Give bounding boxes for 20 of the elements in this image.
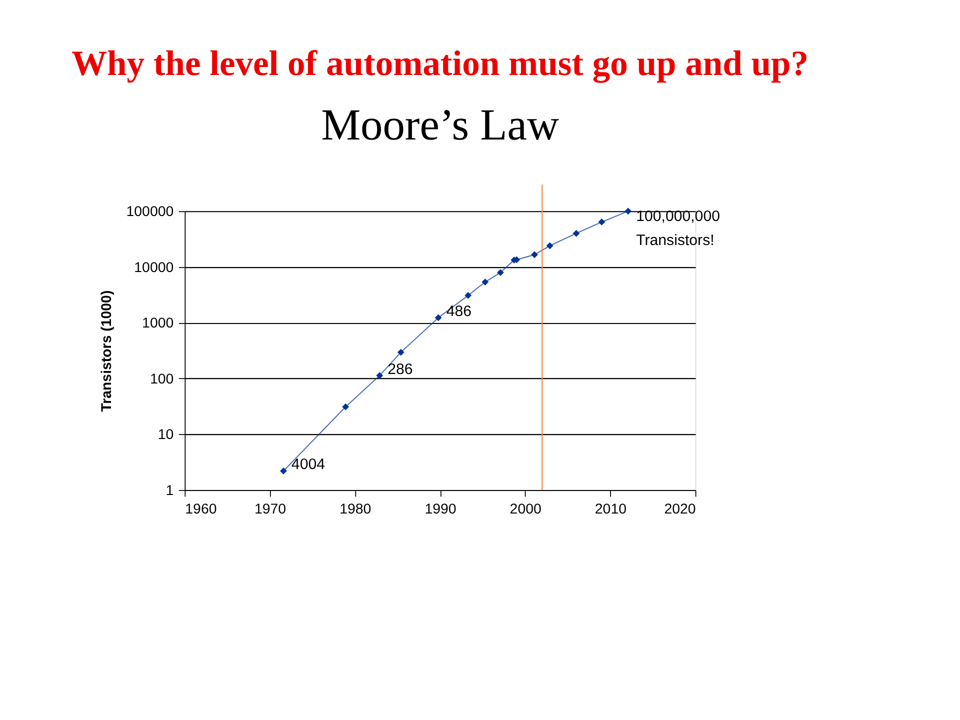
chart-subtitle: Moore’s Law	[321, 100, 560, 150]
annotation: 286	[388, 360, 413, 378]
y-tick-label: 100	[150, 371, 174, 388]
x-tick-label: 2010	[594, 502, 627, 518]
x-tick-label: 1960	[185, 502, 217, 518]
x-tick-label: 1980	[340, 502, 372, 518]
annotation: 486	[446, 302, 472, 320]
y-axis-title: Transistors (1000)	[99, 290, 116, 412]
x-tick-label: 2000	[510, 502, 542, 518]
annotation: 100,000,000 Transistors!	[636, 208, 720, 249]
x-tick-label: 2020	[664, 502, 696, 518]
x-tick-label: 1970	[254, 502, 286, 518]
y-tick-label: 10000	[134, 260, 174, 276]
y-tick-label: 10	[158, 427, 174, 444]
y-tick-label: 100000	[126, 204, 174, 220]
y-tick-label: 1000	[142, 316, 174, 332]
x-tick-label: 1990	[424, 502, 456, 518]
y-tick-label: 1	[166, 482, 174, 499]
annotation: 4004	[291, 456, 325, 474]
chart-title: Why the level of automation must go up and up?	[72, 42, 809, 83]
